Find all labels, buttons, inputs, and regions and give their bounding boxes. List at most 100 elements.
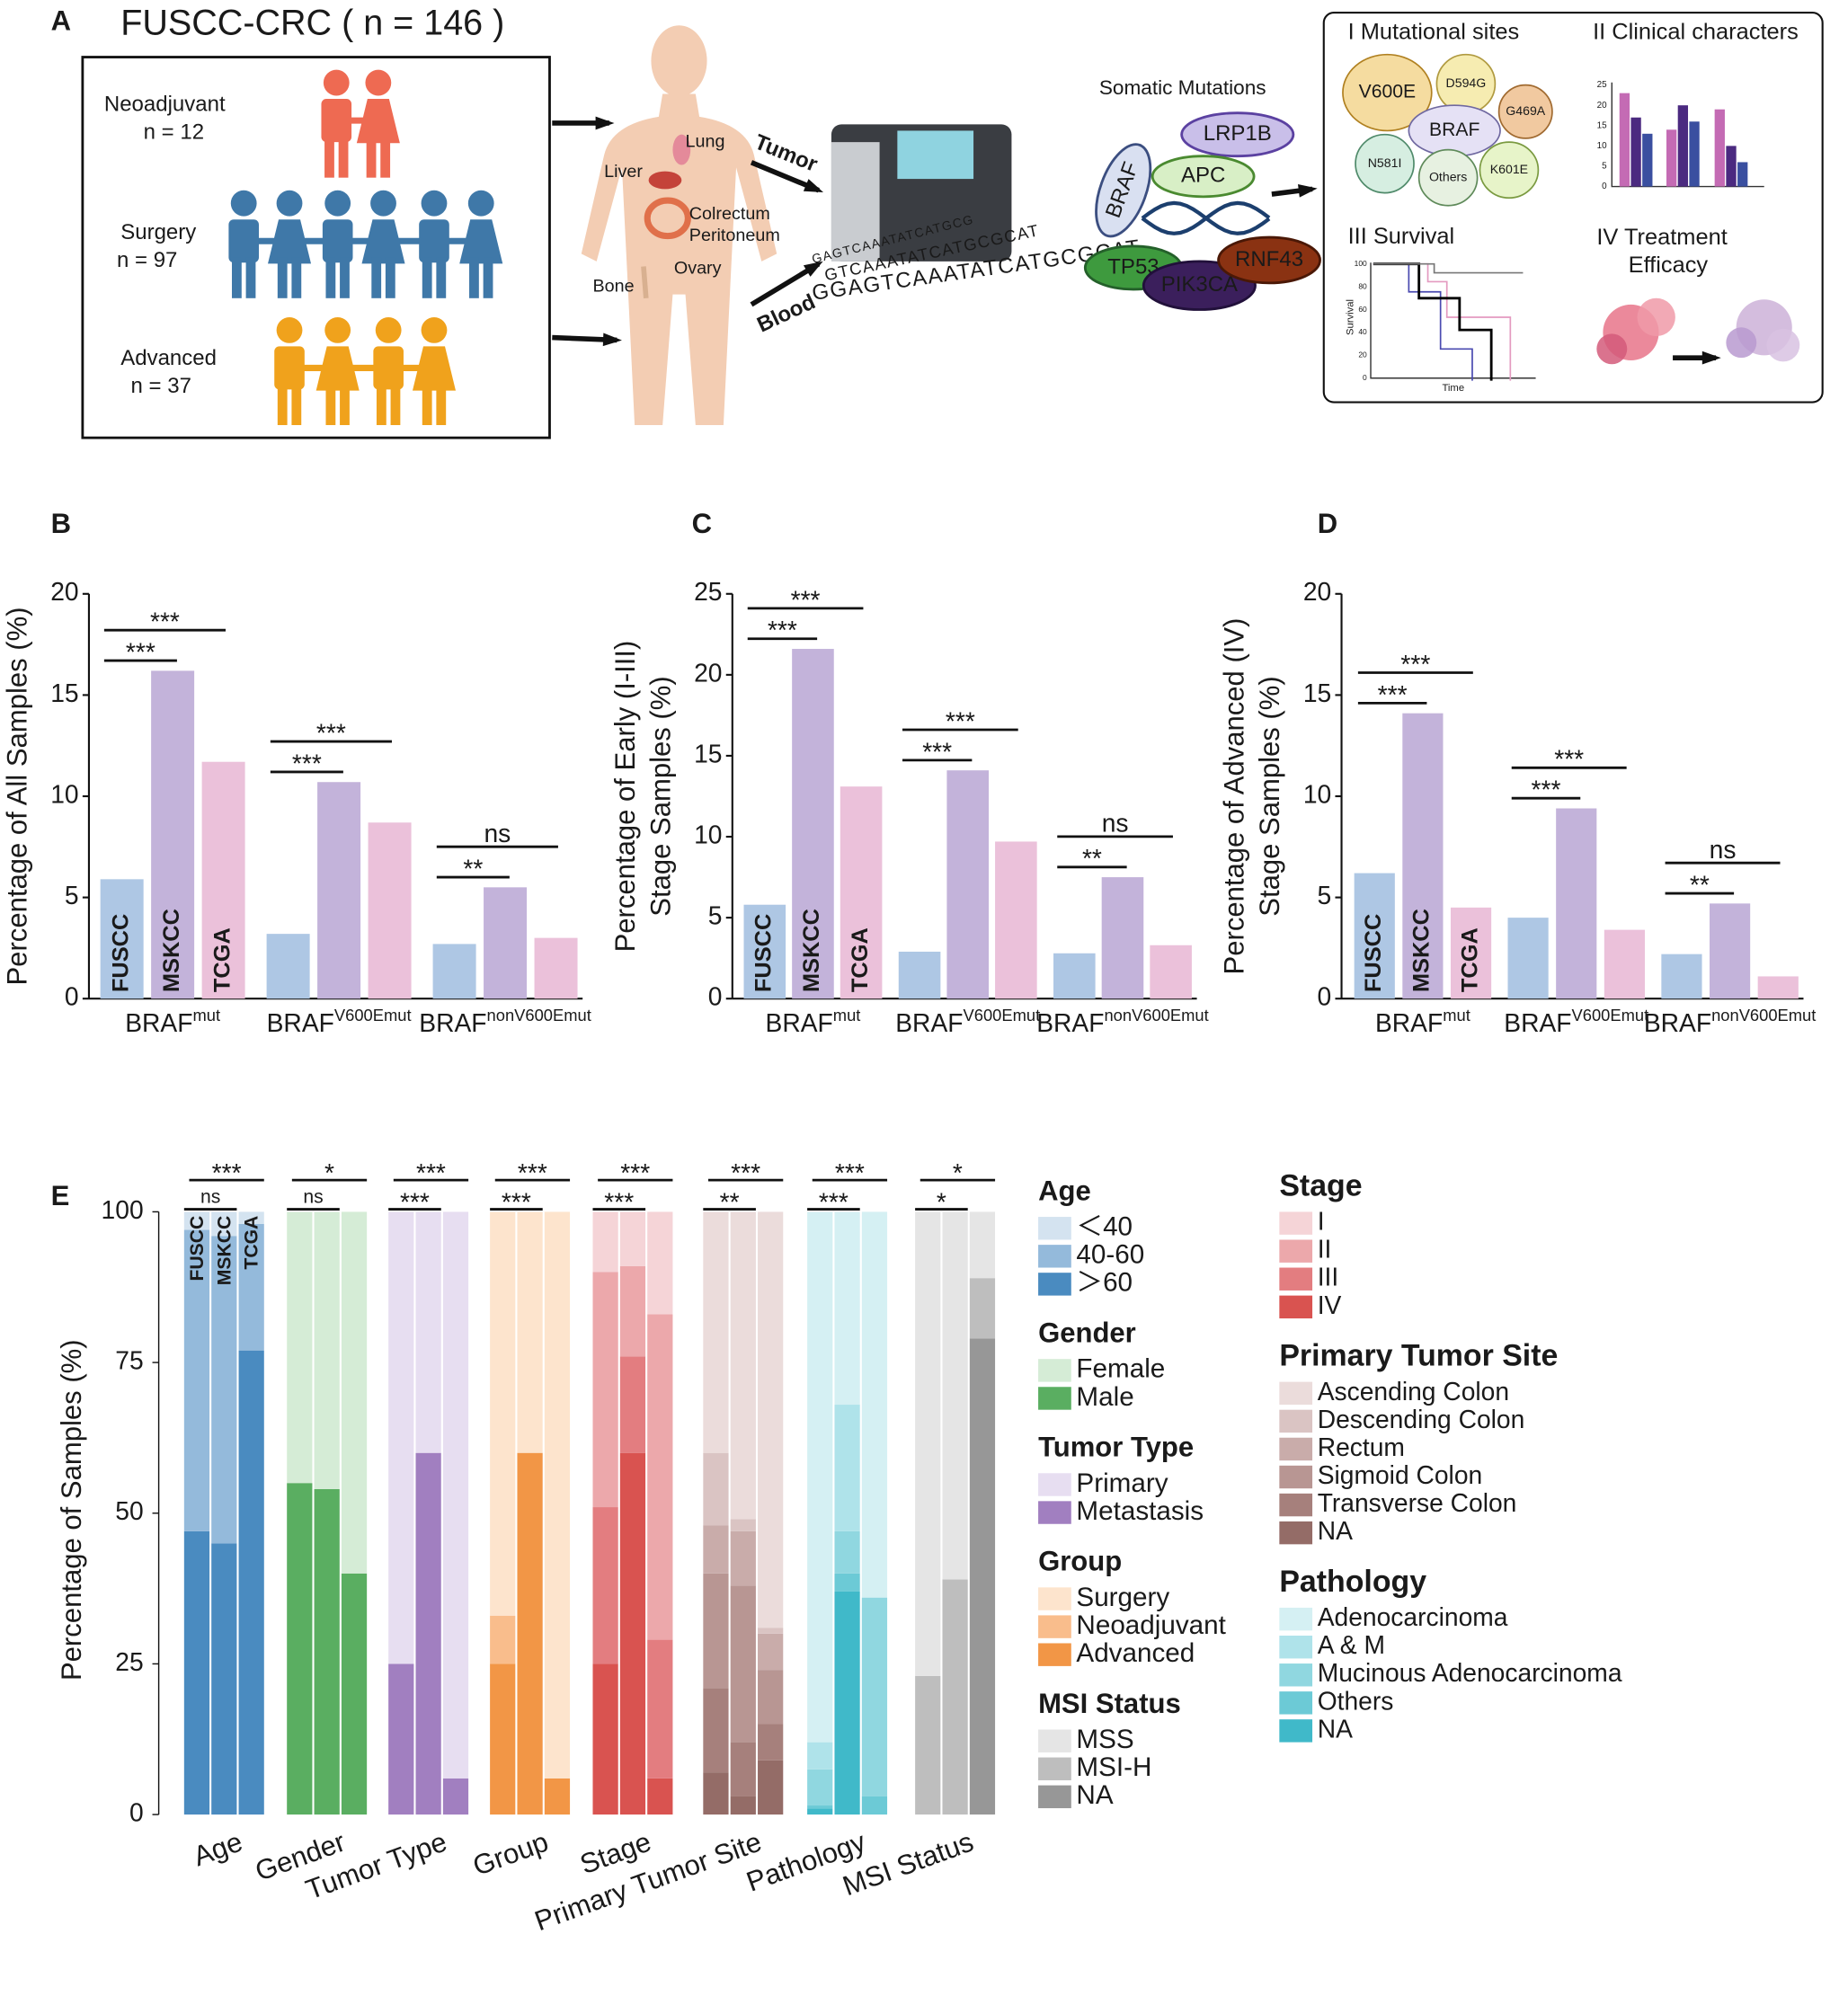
legend-swatch: [1279, 1719, 1313, 1743]
significance-label: **: [1690, 870, 1710, 899]
y-tick-label: 10: [694, 820, 722, 848]
stack-segment: [834, 1530, 860, 1574]
mini-bar: [1677, 105, 1688, 187]
body: [315, 346, 360, 391]
x-tick-label: BRAFV600Emut: [1504, 1006, 1648, 1037]
mini-bar: [1726, 146, 1737, 187]
stack-segment: [490, 1615, 516, 1664]
legend-swatch: [1279, 1465, 1313, 1489]
x-tick-label: BRAFnonV600Emut: [1644, 1006, 1817, 1037]
stack-segment: [592, 1507, 618, 1664]
head: [365, 69, 392, 96]
leg: [277, 257, 288, 298]
section-title: III Survival: [1348, 224, 1455, 249]
y-tick-label: 20: [50, 577, 78, 606]
stack-segment: [647, 1314, 673, 1640]
leg: [469, 257, 479, 298]
legend-label: Sigmoid Colon: [1318, 1460, 1483, 1489]
significance-label: ***: [819, 1187, 848, 1216]
significance-label: ***: [791, 585, 821, 614]
legend-swatch: [1038, 1643, 1071, 1666]
stack-segment: [592, 1272, 618, 1508]
stack-segment: [517, 1452, 543, 1815]
category-superscript: nonV600Emut: [1711, 1006, 1816, 1025]
site-label: D594G: [1446, 75, 1487, 90]
stack-segment: [758, 1211, 784, 1628]
person-icon: [274, 316, 305, 426]
category-superscript: mut: [192, 1006, 220, 1025]
stack-segment: [314, 1488, 340, 1815]
legend-swatch: [1038, 1387, 1071, 1410]
stack-segment: [807, 1742, 833, 1770]
dna-helix: [1141, 200, 1271, 235]
gene-oval: [1151, 155, 1256, 199]
category-superscript: mut: [833, 1006, 861, 1025]
stack-segment: [490, 1211, 516, 1616]
significance-label: **: [463, 854, 483, 883]
gene-label: LRP1B: [1204, 121, 1272, 146]
stack-segment: [388, 1211, 414, 1664]
y-tick-label: 15: [694, 739, 722, 767]
body: [373, 346, 404, 390]
significance-label: *: [937, 1187, 946, 1216]
series-label: TCGA: [209, 927, 235, 992]
body-head: [651, 25, 707, 97]
y-tick-label: 10: [1303, 779, 1331, 808]
head: [276, 190, 303, 217]
panel-label: B: [51, 508, 71, 539]
cohort-box: [81, 56, 551, 439]
person-icon: [459, 190, 503, 298]
legend-label: IV: [1318, 1291, 1342, 1319]
stack-segment: [703, 1452, 729, 1526]
site-label: V600E: [1359, 82, 1417, 102]
stack-segment: [834, 1405, 860, 1531]
stack-segment: [647, 1639, 673, 1779]
person-icon: [373, 316, 404, 426]
bar: [898, 951, 941, 999]
person-icon: [315, 316, 360, 426]
leg: [422, 257, 432, 298]
y-tick-label: 5: [65, 881, 79, 909]
category-base: BRAF: [1036, 1008, 1104, 1037]
stack-segment: [758, 1760, 784, 1815]
bar: [1053, 953, 1096, 999]
stack-segment: [287, 1211, 313, 1484]
survival-curve: [1373, 262, 1524, 274]
category-superscript: V600Emut: [334, 1006, 412, 1025]
legend-title: Primary Tumor Site: [1279, 1339, 1558, 1373]
stack-segment: [758, 1670, 784, 1725]
bar: [201, 761, 245, 999]
legend-label: Surgery: [1076, 1583, 1169, 1612]
stack-segment: [703, 1772, 729, 1815]
stack-segment: [238, 1350, 264, 1815]
site-bubble: [1479, 141, 1540, 200]
stack-segment: [834, 1591, 860, 1815]
y-axis-label: Percentage of Early (I-III): [609, 641, 641, 953]
significance-label: **: [720, 1187, 740, 1216]
legend-label: Others: [1318, 1686, 1394, 1715]
legend-label: MSS: [1076, 1725, 1133, 1754]
category-superscript: nonV600Emut: [1104, 1006, 1208, 1025]
arrow-head: [595, 116, 615, 130]
head: [323, 69, 350, 96]
stack-segment: [703, 1688, 729, 1773]
x-tick-label: BRAFV600Emut: [895, 1006, 1040, 1037]
legend-swatch: [1038, 1217, 1071, 1240]
gene-oval: [1217, 235, 1321, 285]
x-tick-label: BRAFmut: [766, 1006, 861, 1037]
legend-swatch: [1279, 1211, 1313, 1235]
legend-swatch: [1279, 1437, 1313, 1461]
leg: [340, 384, 350, 426]
body: [419, 219, 449, 263]
stack-segment: [490, 1663, 516, 1815]
leg: [291, 384, 302, 426]
stack-segment: [211, 1236, 237, 1544]
leg: [422, 384, 432, 426]
legend-swatch: [1279, 1636, 1313, 1659]
y-tick-label: 25: [694, 577, 722, 606]
legend-title: Gender: [1038, 1317, 1136, 1349]
bar: [1507, 918, 1549, 999]
head: [375, 316, 402, 343]
